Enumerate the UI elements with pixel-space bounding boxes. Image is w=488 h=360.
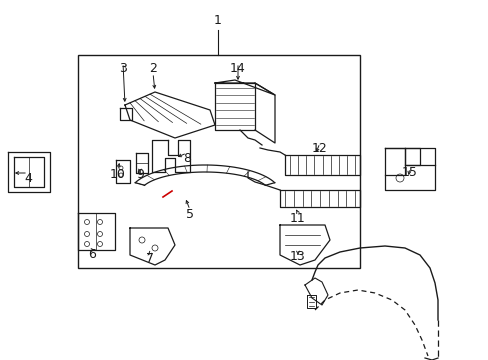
Text: 14: 14 [230,62,245,75]
Text: 2: 2 [149,62,157,75]
Text: 11: 11 [289,211,305,225]
Text: 13: 13 [289,249,305,262]
Text: 9: 9 [136,168,143,181]
Text: 6: 6 [88,248,96,261]
Text: 3: 3 [119,62,127,75]
Text: 10: 10 [110,168,126,181]
Text: 4: 4 [24,171,32,184]
Text: 5: 5 [185,207,194,220]
Text: 1: 1 [214,13,222,27]
Text: 8: 8 [183,152,191,165]
Text: 12: 12 [311,141,327,154]
Text: 15: 15 [401,166,417,180]
Bar [78,55,359,268]
Text: 7: 7 [146,252,154,265]
